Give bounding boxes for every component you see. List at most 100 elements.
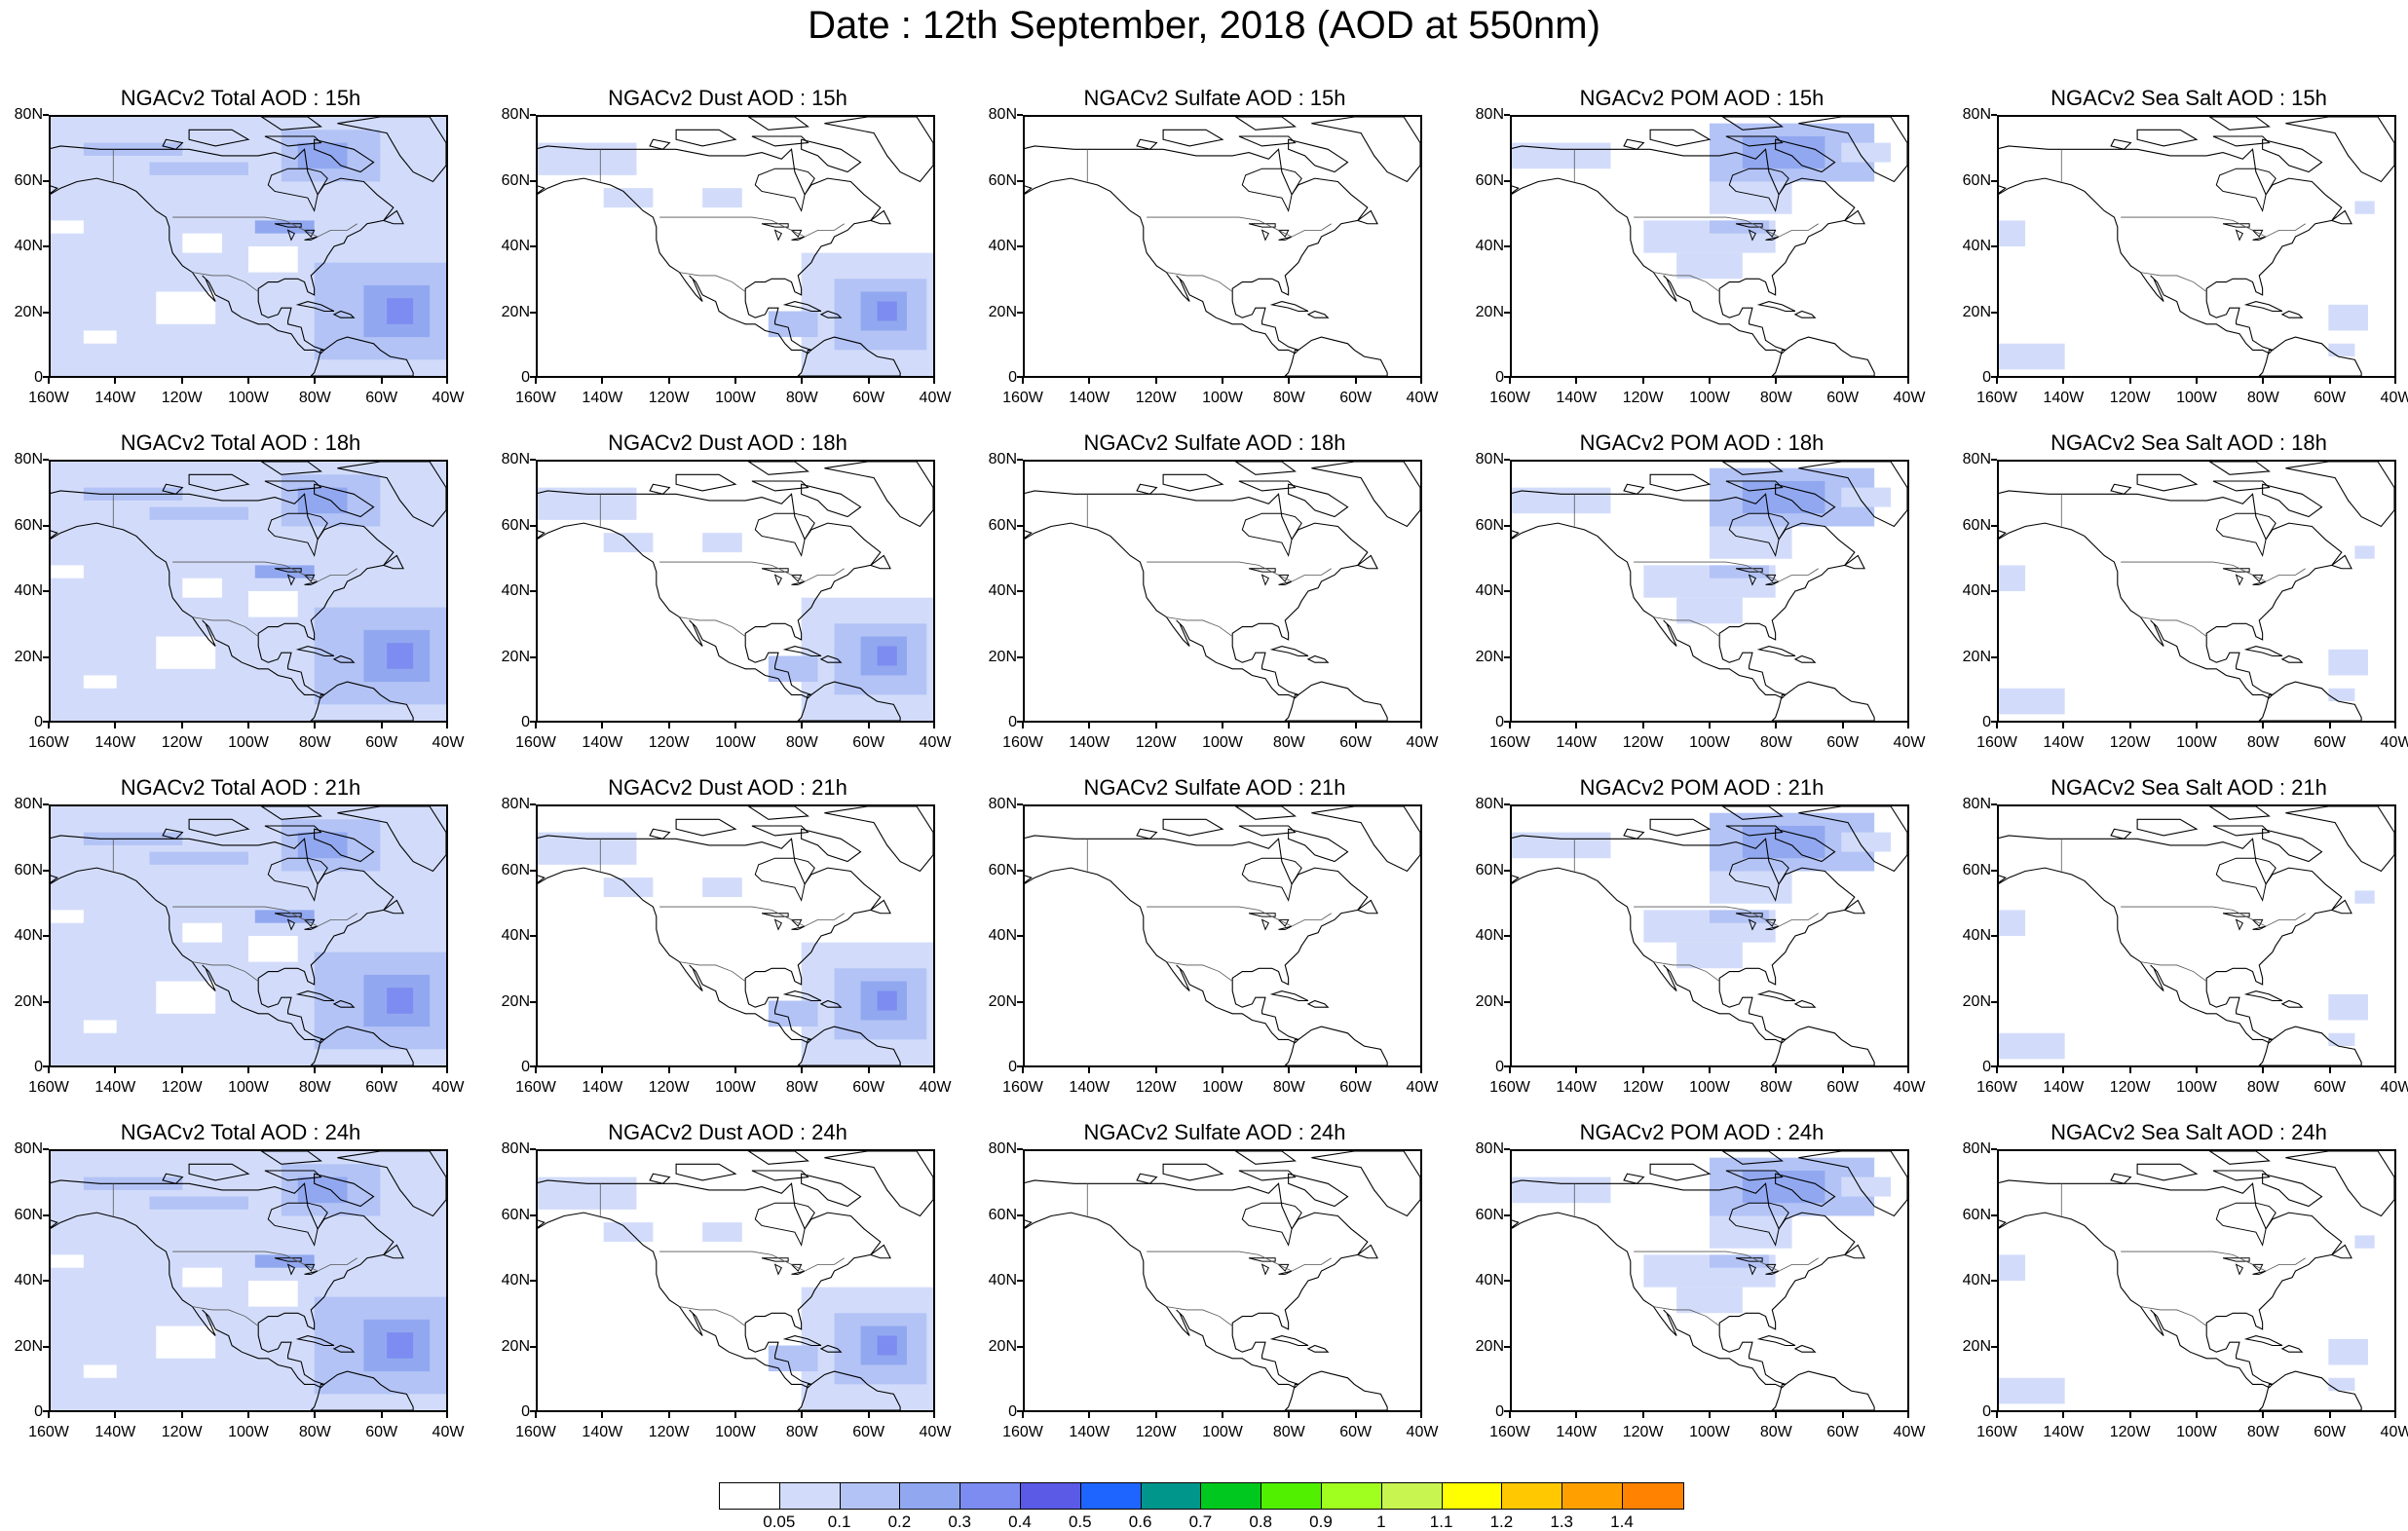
inland-water (1278, 925, 1293, 930)
lon-tick-mark (1641, 723, 1644, 728)
country-border (1653, 961, 1720, 982)
lat-tick-label: 20N (1475, 992, 1504, 1010)
country-border (2140, 961, 2207, 982)
lat-tick-label: 20N (1962, 1337, 1991, 1355)
lon-tick-label: 80W (298, 1079, 331, 1096)
map-panel-total: NGACv2 Total AOD : 24h 80N 60N 40N 20N 0 160W 1… (0, 1120, 465, 1456)
coastline (649, 483, 671, 495)
inland-water (2251, 574, 2264, 582)
lon-tick-mark (734, 723, 736, 728)
lat-tick-label: 60N (988, 861, 1017, 878)
coastline (260, 462, 322, 475)
lat-tick-mark (530, 655, 536, 658)
lat-tick-label: 60N (988, 1206, 1017, 1223)
aod-field-patch (1999, 1032, 2065, 1060)
aod-field-patch (877, 646, 897, 666)
lat-tick-mark (530, 459, 536, 461)
country-border (1653, 272, 1720, 292)
map-canvas (1999, 806, 2394, 1065)
map-frame (49, 804, 448, 1067)
inland-water (2235, 1263, 2243, 1276)
map-frame (1023, 1149, 1422, 1412)
lon-tick-label: 160W (1976, 734, 2017, 751)
panel-title: NGACv2 Sulfate AOD : 24h (1083, 1120, 1346, 1144)
aod-field-patch (1999, 343, 2065, 370)
inland-water (790, 229, 803, 238)
panel-title: NGACv2 Total AOD : 24h (120, 1120, 361, 1144)
lon-tick-label: 60W (852, 390, 885, 406)
lat-tick-label: 40N (988, 1272, 1017, 1288)
map-frame (1023, 115, 1422, 378)
coastline (1162, 129, 1224, 147)
lat-tick-label: 0 (1982, 1059, 1991, 1075)
lat-tick-mark (530, 1148, 536, 1150)
inland-water (2251, 918, 2264, 927)
lon-tick-mark (1354, 1412, 1357, 1418)
coastline (1771, 1370, 1875, 1410)
lat-tick-label: 20N (988, 992, 1017, 1010)
colorbar-swatch (1201, 1483, 1262, 1509)
lat-tick-label: 80N (1475, 451, 1504, 467)
coastline (2212, 480, 2271, 492)
lat-tick-mark (1017, 114, 1023, 116)
lat-tick-mark (43, 376, 49, 378)
lon-tick-label: 60W (852, 1079, 885, 1096)
aod-field-patch (1841, 142, 1892, 163)
coastline (824, 117, 933, 183)
lon-tick-mark (801, 378, 804, 384)
aod-field-patch (702, 188, 742, 208)
lat-tick-mark (1017, 590, 1023, 592)
lon-tick-mark (1420, 723, 1422, 728)
coastline (382, 554, 404, 570)
coastline (1136, 1173, 1158, 1184)
lon-tick-mark (1420, 378, 1422, 384)
lon-tick-label: 160W (1489, 734, 1530, 751)
lon-tick-label: 60W (1339, 390, 1373, 406)
lon-tick-mark (114, 1412, 117, 1418)
lon-tick-label: 120W (161, 734, 203, 751)
aod-field-patch (387, 298, 414, 324)
aod-field-patch (538, 832, 637, 865)
lat-tick-label: 0 (1495, 369, 1504, 386)
coastline (2212, 825, 2271, 837)
lat-tick-label: 40N (501, 1272, 530, 1288)
coastline (1025, 835, 1369, 1044)
inland-water (754, 168, 815, 212)
lon-tick-label: 140W (94, 390, 136, 406)
lat-tick-label: 20N (14, 648, 43, 665)
inland-water (1241, 512, 1302, 557)
coastline (1234, 1151, 1297, 1165)
lat-tick-label: 60N (14, 1206, 43, 1223)
lon-tick-mark (535, 1412, 537, 1418)
inland-water (761, 1257, 789, 1262)
coastline (1725, 1170, 1784, 1181)
inland-water (1248, 568, 1276, 573)
lat-tick-label: 80N (1962, 796, 1991, 812)
inland-water (2252, 236, 2267, 241)
lon-tick-mark (535, 723, 537, 728)
lon-tick-label: 160W (1976, 1079, 2017, 1096)
coastline (1771, 681, 1875, 721)
aod-field-patch (51, 1254, 84, 1268)
inland-water (2251, 1263, 2264, 1272)
lon-tick-label: 40W (2380, 734, 2408, 751)
lon-tick-mark (2128, 1412, 2131, 1418)
lon-tick-mark (734, 1412, 736, 1418)
lon-tick-label: 160W (28, 390, 69, 406)
aod-field-patch (603, 188, 654, 208)
lon-tick-label: 100W (2176, 390, 2217, 406)
inland-water (303, 918, 316, 927)
lon-tick-mark (1509, 378, 1511, 384)
coastline (1284, 1026, 1388, 1065)
coastline (188, 473, 250, 492)
country-border (2121, 561, 2306, 582)
lat-tick-mark (1017, 311, 1023, 314)
lon-tick-label: 100W (2176, 1424, 2217, 1440)
coastline (310, 1026, 414, 1065)
lat-tick-mark (43, 459, 49, 461)
lon-tick-label: 60W (2314, 1079, 2347, 1096)
map-frame (1510, 115, 1909, 378)
inland-water (286, 1263, 295, 1276)
map-frame (536, 460, 935, 723)
coastline (1775, 828, 1836, 863)
